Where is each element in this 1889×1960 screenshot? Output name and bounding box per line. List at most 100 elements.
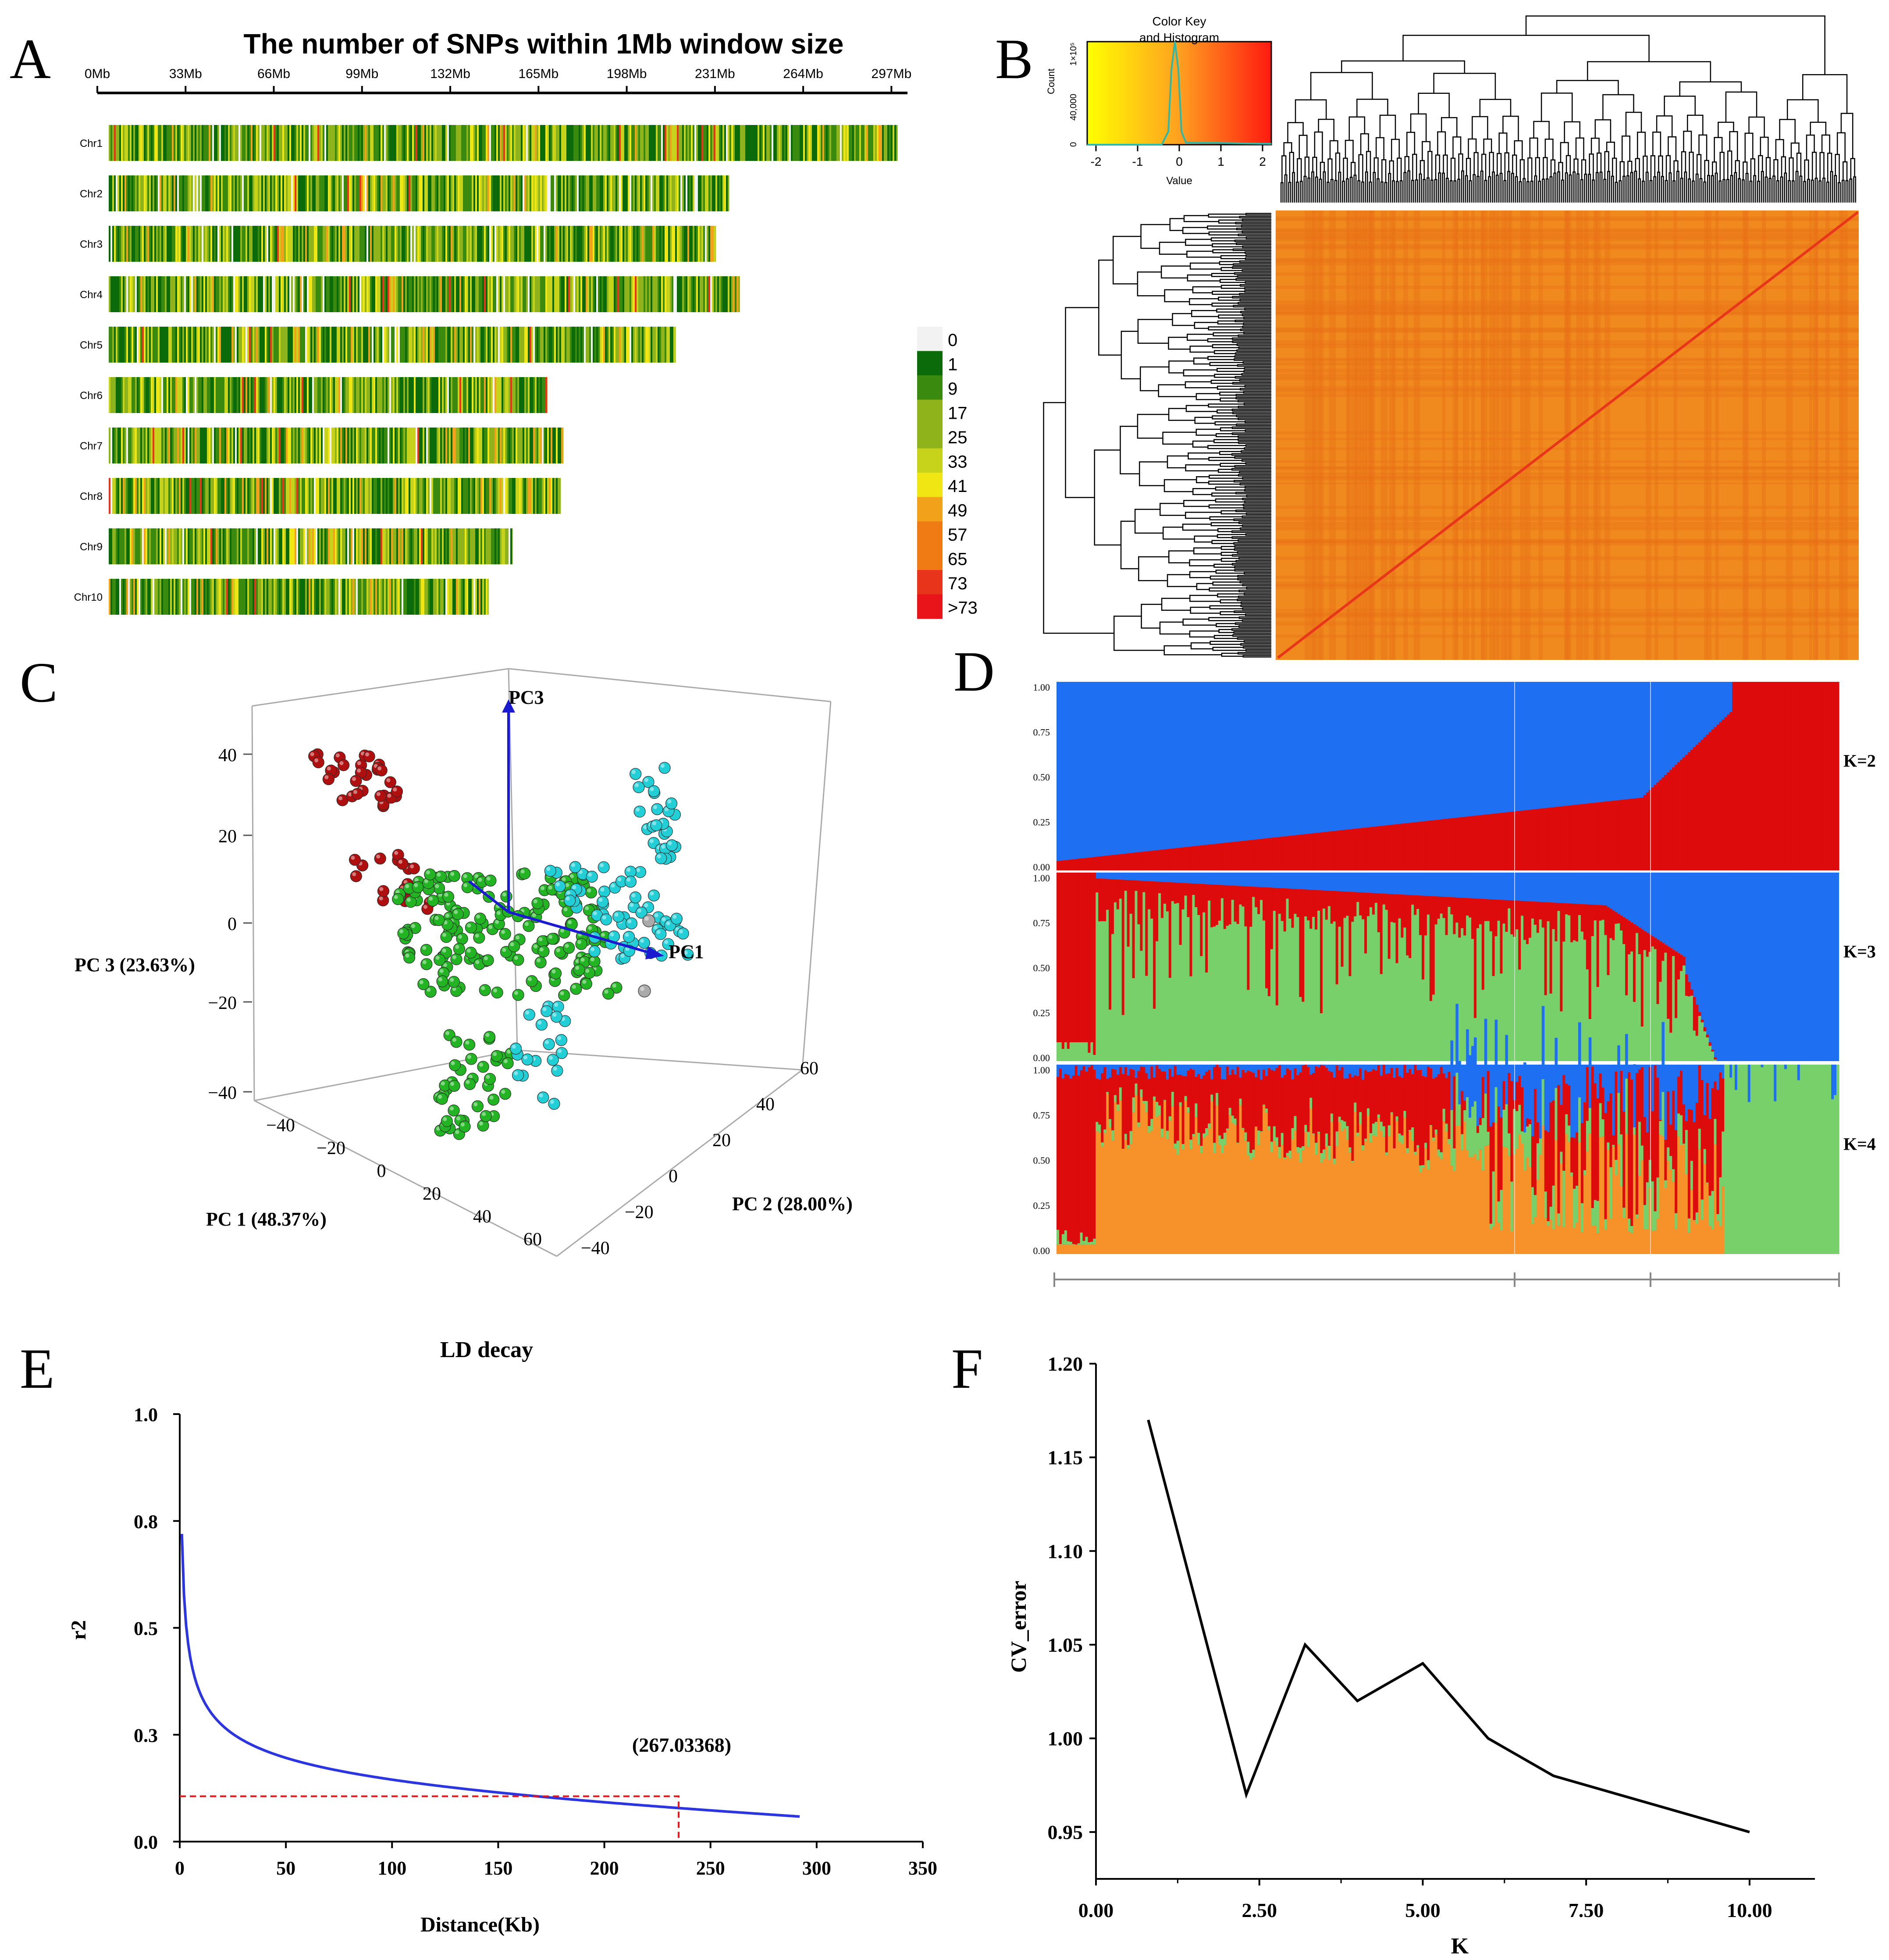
chromosome-bin [216,226,218,262]
chromosome-bin [635,125,637,161]
chromosome-bin [386,377,388,413]
pca-point-highlight [399,929,404,934]
chromosome-bin [521,125,523,161]
chromosome-bin [368,579,370,615]
dendrogram-branch [1750,158,1755,182]
chromosome-bin [181,478,183,514]
chromosome-bin [449,528,451,564]
admixture-bar [1615,800,1618,870]
chromosome-bin [673,175,676,211]
pca-point-highlight [541,886,545,891]
chromosome-bin [396,377,398,413]
pca-point-highlight [376,854,381,859]
chromosome-bin [133,175,135,211]
chromosome-bin [381,175,383,211]
chromosome-bin [472,125,474,161]
chromosome-bin [537,478,539,514]
chromosome-bin [256,428,258,463]
dendrogram-branch [1452,136,1462,158]
chromosome-bin [258,226,260,262]
chromosome-bin [296,327,299,363]
chromosome-bin [752,125,754,161]
chromosome-bin [198,327,200,363]
chromosome-bin [677,175,679,211]
chromosome-bin [519,377,521,413]
chromosome-bin [154,175,157,211]
chromosome-bin [263,276,265,312]
chromosome-bin [240,377,242,413]
admixture-bar [1476,815,1480,870]
dendrogram-branch [1615,182,1618,203]
chromosome-bin [398,175,400,211]
chromosome-bin [202,327,204,363]
pca-point [521,1053,534,1066]
chromosome-bin [500,175,502,211]
snp-legend-swatch [917,497,943,522]
chromosome-bin [505,528,507,564]
chromosome-bar [109,377,548,413]
admixture-structure-plot: 1.000.750.500.250.00K=21.000.750.500.250… [1033,682,1876,1287]
chromosome-bin [410,226,413,262]
admixture-bar [1450,818,1453,870]
dendrogram-branch [1606,142,1615,158]
admixture-bar [1594,802,1597,870]
chromosome-bin [160,478,162,514]
chromosome-bin [577,226,579,262]
chromosome-bin [389,125,391,161]
dendrogram-branch [1232,554,1271,557]
chromosome-bin [175,528,178,564]
chromosome-bin [698,175,700,211]
chromosome-bin [800,125,802,161]
chromosome-bar [109,276,740,312]
dendrogram-branch [1622,175,1626,203]
pca-point-highlight [353,790,358,794]
admixture-bar [1638,798,1641,870]
chromosome-bin [451,125,453,161]
chromosome-bin [228,327,230,363]
chromosome-bin [416,175,418,211]
chromosome-bin [344,478,346,514]
chromosome-bin [247,175,249,211]
chromosome-bin [395,377,397,413]
dendrogram-branch [1219,261,1240,265]
chromosome-bin [584,175,586,211]
chromosome-bin [565,276,567,312]
dendrogram-branch [1523,178,1526,203]
pca-point-highlight [463,883,468,887]
chromosome-bin [396,428,398,463]
chromosome-bin [335,428,337,463]
chromosome-bin [505,175,507,211]
admixture-bar [1419,821,1422,870]
chromosome-bin [500,226,502,262]
chromosome-bin [665,327,667,363]
chromosome-bin [140,276,142,312]
chromosome-bin [563,175,565,211]
chromosome-bin [631,226,633,262]
chromosome-bin [293,276,295,312]
admixture-bar [1184,847,1188,870]
chromosome-bin [412,579,414,615]
chromosome-label: Chr6 [80,390,103,402]
chromosome-bin [577,175,579,211]
chromosome-bin [284,125,286,161]
chromosome-bin [123,125,125,161]
dendrogram-branch [1239,581,1271,584]
chromosome-bin [496,276,498,312]
chromosome-bin [675,226,677,262]
chromosome-bin [637,175,639,211]
chromosome-bin [379,175,381,211]
chromosome-bin [221,377,223,413]
chromosome-bin [714,276,716,312]
chromosome-bin [342,125,344,161]
chromosome-bin [584,276,586,312]
chromosome-bin [540,478,542,514]
chromosome-bin [409,528,411,564]
chromosome-bin [417,528,420,564]
admixture-bar [1755,682,1759,870]
chromosome-bin [238,428,241,463]
chromosome-bin [189,226,192,262]
chromosome-bin [174,276,176,312]
dendrogram-branch [1349,176,1353,203]
admixture-bar [1661,777,1665,870]
chromosome-bin [572,327,574,363]
